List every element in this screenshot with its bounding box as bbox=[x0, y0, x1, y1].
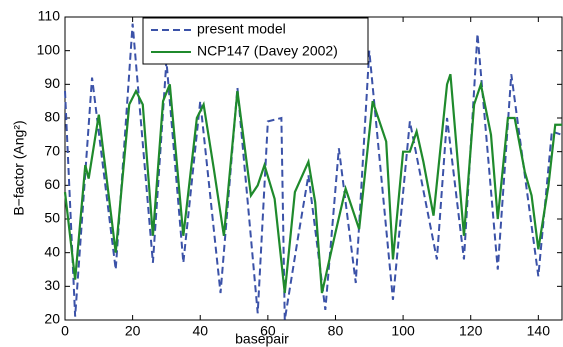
x-tick-label: 140 bbox=[527, 323, 551, 339]
legend-label: NCP147 (Davey 2002) bbox=[197, 43, 338, 59]
y-tick-label: 50 bbox=[44, 210, 60, 226]
y-tick-label: 80 bbox=[44, 109, 60, 125]
y-tick-label: 60 bbox=[44, 176, 60, 192]
y-tick-label: 40 bbox=[44, 243, 60, 259]
legend-label: present model bbox=[197, 21, 286, 37]
x-tick-label: 40 bbox=[192, 323, 208, 339]
x-tick-label: 100 bbox=[391, 323, 415, 339]
series-line bbox=[63, 73, 562, 294]
y-tick-label: 90 bbox=[44, 75, 60, 91]
y-tick-label: 20 bbox=[44, 311, 60, 327]
y-tick-label: 100 bbox=[37, 41, 61, 57]
x-tick-label: 20 bbox=[125, 323, 141, 339]
series-line bbox=[64, 23, 563, 321]
y-tick-label: 30 bbox=[44, 277, 60, 293]
x-tick-label: 60 bbox=[260, 323, 276, 339]
legend-box bbox=[142, 17, 369, 65]
x-axis-label: basepair bbox=[235, 331, 289, 347]
x-tick-label: 0 bbox=[61, 323, 69, 339]
x-tick-label: 120 bbox=[459, 323, 483, 339]
y-tick-label: 70 bbox=[44, 142, 60, 158]
y-tick-label: 110 bbox=[38, 8, 61, 24]
plot-frame bbox=[64, 16, 563, 321]
y-axis-label: B−factor (Ang²) bbox=[11, 120, 27, 215]
x-tick-label: 80 bbox=[328, 323, 344, 339]
